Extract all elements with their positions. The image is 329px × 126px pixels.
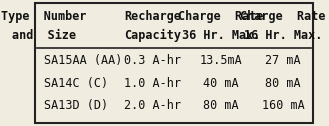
Text: 13.5mA: 13.5mA bbox=[199, 54, 242, 67]
Text: 0.3 A-hr: 0.3 A-hr bbox=[124, 54, 181, 67]
Text: SA13D (D): SA13D (D) bbox=[44, 99, 108, 112]
Text: and  Size: and Size bbox=[12, 29, 76, 42]
Text: Charge  Rate: Charge Rate bbox=[178, 10, 264, 23]
Text: Recharge: Recharge bbox=[124, 10, 181, 23]
Text: 80 mA: 80 mA bbox=[203, 99, 239, 112]
Text: SA15AA (AA): SA15AA (AA) bbox=[44, 54, 122, 67]
Text: 160 mA: 160 mA bbox=[262, 99, 304, 112]
Text: 2.0 A-hr: 2.0 A-hr bbox=[124, 99, 181, 112]
Text: 36 Hr. Max.: 36 Hr. Max. bbox=[182, 29, 260, 42]
Text: SA14C (C): SA14C (C) bbox=[44, 77, 108, 90]
Text: 40 mA: 40 mA bbox=[203, 77, 239, 90]
Text: Charge  Rate: Charge Rate bbox=[240, 10, 326, 23]
Text: Capacity: Capacity bbox=[124, 29, 181, 42]
Text: Type  Number: Type Number bbox=[1, 10, 87, 23]
Text: 27 mA: 27 mA bbox=[265, 54, 301, 67]
Text: 1.0 A-hr: 1.0 A-hr bbox=[124, 77, 181, 90]
FancyBboxPatch shape bbox=[36, 3, 313, 123]
Text: 80 mA: 80 mA bbox=[265, 77, 301, 90]
Text: 16 Hr. Max.: 16 Hr. Max. bbox=[244, 29, 322, 42]
